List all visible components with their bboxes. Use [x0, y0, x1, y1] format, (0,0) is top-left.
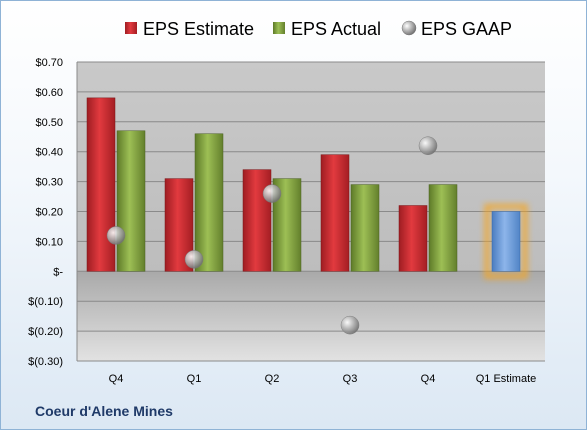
- y-tick-label: $(0.30): [28, 356, 63, 368]
- eps-gaap-marker: [262, 184, 282, 203]
- eps-estimate-bar: [398, 205, 428, 272]
- legend-eps-gaap-label: EPS GAAP: [421, 19, 512, 39]
- eps-gaap-marker: [184, 250, 204, 269]
- eps-estimate-bar: [242, 169, 272, 272]
- x-tick-label: Q4: [109, 373, 124, 385]
- legend-eps-gaap-swatch: [401, 20, 417, 36]
- y-tick-label: $0.30: [35, 177, 63, 189]
- eps-estimate-bar: [86, 97, 116, 272]
- eps-gaap-marker: [340, 315, 360, 335]
- y-tick-label: $(0.20): [28, 326, 63, 338]
- eps-estimate-bar: [320, 154, 350, 272]
- eps-actual-bar: [116, 130, 146, 272]
- x-tick-label: Q4: [421, 373, 436, 385]
- y-tick-label: $0.20: [35, 207, 63, 219]
- q1-estimate-bar: [491, 211, 521, 272]
- legend-eps-actual-swatch: [273, 22, 285, 34]
- y-tick-label: $(0.10): [28, 296, 63, 308]
- y-tick-label: $-: [53, 266, 63, 278]
- legend-eps-actual-label: EPS Actual: [291, 19, 381, 39]
- eps-gaap-marker: [418, 136, 438, 155]
- y-tick-label: $0.50: [35, 117, 63, 129]
- eps-gaap-marker: [106, 226, 126, 245]
- y-tick-label: $0.60: [35, 87, 63, 99]
- y-tick-label: $0.70: [35, 57, 63, 69]
- x-tick-label: Q3: [343, 373, 358, 385]
- y-tick-label: $0.10: [35, 236, 63, 248]
- eps-actual-bar: [428, 184, 458, 272]
- legend-eps-estimate-swatch: [125, 22, 137, 34]
- x-tick-label: Q1 Estimate: [476, 373, 537, 385]
- plot-area-positive: [77, 62, 545, 272]
- x-tick-label: Q1: [187, 373, 202, 385]
- plot-area-negative: [77, 271, 545, 361]
- eps-actual-bar: [194, 133, 224, 272]
- eps-actual-bar: [350, 184, 380, 272]
- y-tick-label: $0.40: [35, 147, 63, 159]
- x-tick-label: Q2: [265, 373, 280, 385]
- estimate-highlight: [484, 203, 528, 280]
- legend-eps-estimate-label: EPS Estimate: [143, 19, 254, 39]
- company-name: Coeur d'Alene Mines: [35, 403, 173, 419]
